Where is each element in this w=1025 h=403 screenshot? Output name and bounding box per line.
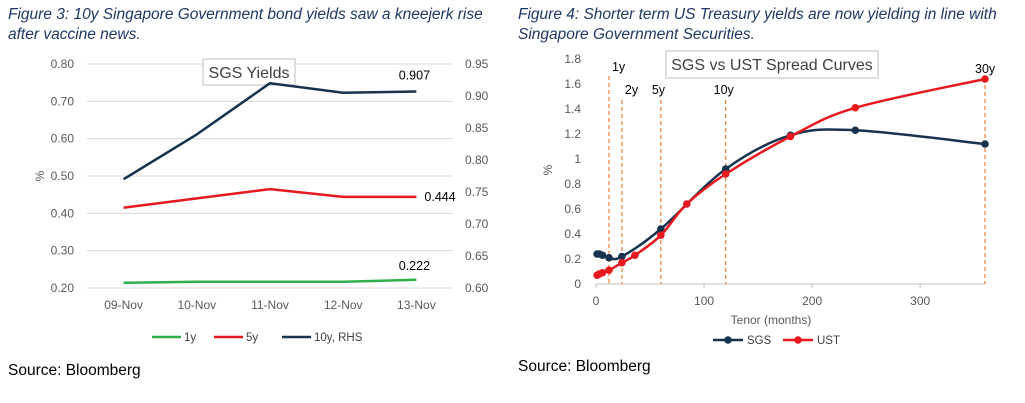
data-point-ust: [657, 231, 665, 240]
data-point-ust: [851, 103, 860, 112]
y-tick-label: 0.80: [51, 57, 75, 71]
x-axis-title: Tenor (months): [731, 313, 812, 327]
y-axis-title: %: [541, 164, 555, 175]
y-tick-label: 0.30: [51, 244, 75, 258]
legend-label: 10y, RHS: [314, 332, 363, 344]
reference-label: 1y: [612, 60, 626, 74]
x-tick-label: 100: [694, 294, 714, 308]
x-tick-label: 11-Nov: [251, 298, 289, 312]
y-tick-label: 0.4: [564, 227, 581, 241]
data-point-ust: [786, 132, 795, 141]
y-tick-label: 0.6: [564, 202, 581, 216]
y2-tick-label: 0.90: [465, 89, 489, 103]
y2-tick-label: 0.60: [465, 281, 489, 295]
x-tick-label: 0: [593, 294, 600, 308]
x-tick-label: 09-Nov: [104, 298, 143, 312]
y-tick-label: 0: [574, 277, 581, 291]
legend-marker: [724, 336, 732, 344]
legend-label: 1y: [184, 332, 196, 344]
data-point-ust: [631, 251, 639, 260]
reference-label: 2y: [625, 83, 639, 97]
y2-tick-label: 0.65: [465, 249, 489, 263]
legend-label: 5y: [246, 332, 258, 344]
y-tick-label: 1: [574, 152, 581, 166]
y2-tick-label: 0.80: [465, 153, 489, 167]
data-point-sgs: [598, 251, 607, 260]
data-point-sgs: [605, 253, 613, 262]
y-tick-label: 0.2: [564, 252, 581, 266]
figure3-source: Source: Bloomberg: [8, 362, 141, 379]
figure4-caption: Figure 4: Shorter term US Treasury yield…: [518, 6, 997, 43]
y-axis-title: %: [33, 170, 47, 181]
data-point-sgs: [981, 140, 989, 148]
y2-tick-label: 0.95: [465, 57, 489, 71]
legend-marker: [794, 336, 802, 344]
figure3-caption: Figure 3: 10y Singapore Government bond …: [8, 6, 483, 43]
y-tick-label: 0.40: [51, 206, 75, 220]
series-line-1y: [123, 278, 417, 285]
legend-label: UST: [817, 335, 840, 347]
series-line-10yrhs: [122, 81, 417, 181]
chart-title-box: [202, 58, 296, 86]
data-point-ust: [598, 268, 607, 277]
data-label: 0.444: [424, 190, 455, 204]
y2-tick-label: 0.75: [465, 185, 489, 199]
y-tick-label: 1.2: [564, 127, 581, 141]
chart-title: SGS Yields: [209, 65, 290, 82]
legend-label: SGS: [747, 335, 772, 347]
x-tick-label: 200: [802, 294, 822, 308]
figure4-source: Source: Bloomberg: [518, 358, 651, 375]
y-tick-label: 1.8: [564, 52, 581, 66]
chart-title: SGS vs UST Spread Curves: [671, 57, 873, 74]
reference-label: 10y: [714, 83, 735, 97]
series-line-ust: [596, 77, 986, 277]
y-tick-label: 0.70: [51, 94, 75, 108]
data-label: 0.222: [399, 259, 430, 273]
data-label: 0.907: [399, 69, 430, 83]
reference-label: 30y: [975, 62, 996, 76]
y-tick-label: 0.20: [51, 281, 75, 295]
data-point-sgs: [657, 225, 665, 233]
series-line-5y: [123, 187, 417, 209]
data-point-ust: [981, 75, 989, 83]
x-tick-label: 13-Nov: [397, 298, 436, 312]
x-tick-label: 10-Nov: [177, 298, 216, 312]
y-tick-label: 1.6: [564, 77, 581, 91]
x-tick-label: 12-Nov: [324, 298, 363, 312]
y2-tick-label: 0.70: [465, 217, 489, 231]
data-point-sgs: [851, 126, 860, 135]
x-tick-label: 300: [910, 294, 930, 308]
data-point-ust: [605, 266, 613, 275]
y2-tick-label: 0.85: [465, 121, 489, 135]
reference-label: 5y: [652, 83, 666, 97]
chart-title-box: [665, 50, 879, 79]
data-point-ust: [682, 200, 691, 208]
y-tick-label: 0.60: [51, 132, 75, 146]
data-point-sgs: [618, 252, 626, 261]
data-point-ust: [721, 170, 730, 178]
data-point-ust: [618, 258, 626, 267]
y-tick-label: 0.50: [51, 169, 75, 183]
y-tick-label: 0.8: [564, 177, 581, 191]
y-tick-label: 1.4: [564, 102, 581, 116]
